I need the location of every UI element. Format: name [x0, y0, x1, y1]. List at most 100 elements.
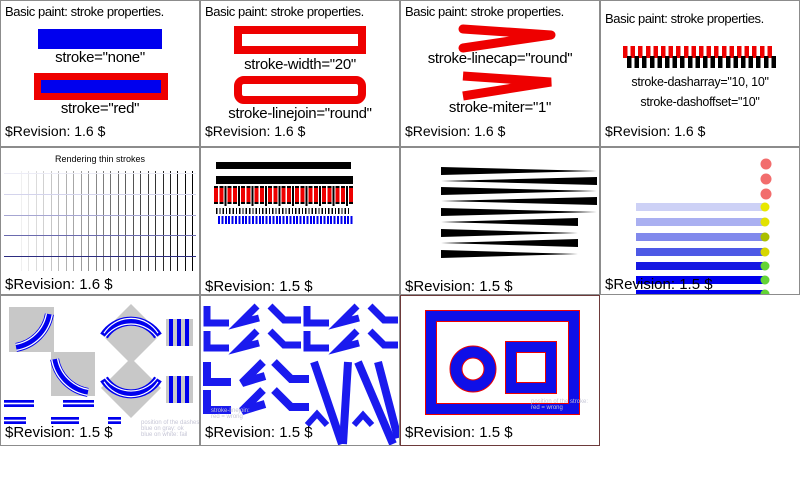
revision-text: $Revision: 1.5 $ — [605, 276, 713, 293]
black-cap-strip-top — [214, 186, 353, 188]
caret-1 — [304, 409, 330, 428]
thin-vertical-line — [95, 171, 97, 271]
test-cell-tapered-wedges: $Revision: 1.5 $ — [400, 147, 600, 295]
revision-text: $Revision: 1.5 $ — [405, 424, 513, 441]
bar-end-dot-7 — [760, 289, 770, 294]
thin-strokes-grid — [1, 148, 199, 294]
caret-2 — [351, 410, 375, 428]
gray-diamond-top — [101, 304, 161, 364]
label-stroke-linecap: stroke-linecap="round" — [427, 50, 573, 67]
dash-position-caption: position of the dashes: blue on gray: ok… — [141, 420, 200, 438]
revision-text: $Revision: 1.6 $ — [5, 276, 113, 293]
revision-text: $Revision: 1.5 $ — [5, 424, 113, 441]
test-cell-dash-strips: $Revision: 1.5 $ — [200, 147, 400, 295]
black-bar-2 — [216, 176, 353, 184]
elbow-L-4 — [303, 331, 329, 352]
thin-horizontal-line — [4, 235, 196, 237]
test-cell-dash-position: position of the dashes: blue on gray: ok… — [0, 295, 200, 446]
thin-vertical-line — [117, 171, 119, 271]
elbow-angle-5 — [239, 359, 267, 387]
label-dashoffset: stroke-dashoffset="10" — [640, 95, 760, 109]
striped-square-bottom — [166, 376, 193, 403]
blue-stroke-circle — [450, 346, 496, 392]
gray-diamond-bottom — [101, 358, 161, 418]
elbow-L-2 — [303, 306, 329, 327]
revision-text: $Revision: 1.5 $ — [405, 278, 513, 295]
thin-horizontal-line — [4, 193, 196, 195]
thin-horizontal-line — [4, 214, 196, 216]
bar-end-dot-5 — [760, 261, 770, 271]
thin-vertical-line — [80, 171, 82, 271]
revision-text: $Revision: 1.6 $ — [405, 123, 506, 139]
thin-vertical-line — [28, 171, 30, 271]
bar-end-dot-1 — [760, 202, 770, 212]
thin-vertical-line — [140, 171, 142, 271]
opacity-bar-7 — [636, 290, 764, 294]
red-ref-square — [505, 341, 557, 394]
opacity-bar-6 — [636, 276, 764, 284]
wedge-6 — [441, 218, 578, 226]
thin-vertical-line — [65, 171, 67, 271]
red-stroke-rect-width20 — [234, 26, 366, 54]
striped-bars — [4, 400, 121, 424]
arc-a-stripe-1 — [15, 313, 48, 346]
elbow-L-1 — [203, 306, 229, 327]
linejoin-graphics — [203, 303, 399, 445]
thin-vertical-line — [147, 171, 149, 271]
revision-text: $Revision: 1.5 $ — [205, 278, 313, 295]
wedge-4 — [441, 197, 597, 205]
thin-vertical-line — [88, 171, 90, 271]
opacity-bars-graphics — [636, 158, 772, 294]
thin-vertical-line — [162, 171, 164, 271]
elbow-angle-4 — [328, 328, 360, 355]
pink-dot-3 — [760, 188, 772, 200]
rainbow-stripe-1 — [103, 317, 159, 334]
thin-vertical-line — [184, 171, 186, 271]
thin-vertical-line — [125, 171, 127, 271]
test-cell-dasharray: Basic paint: stroke properties. stroke-d… — [600, 0, 800, 147]
blue-rect-stroke-red — [34, 73, 168, 100]
pink-dot-1 — [760, 158, 772, 170]
label-stroke-width: stroke-width="20" — [244, 56, 356, 73]
wedge-5 — [441, 208, 597, 216]
red-dash-strip — [214, 188, 353, 204]
elbow-angle-2 — [328, 303, 360, 330]
v-stroke-1a — [310, 360, 346, 445]
elbow-diag-4 — [367, 328, 398, 349]
blue-stroke-square — [506, 342, 556, 393]
label-stroke-miter: stroke-miter="1" — [448, 99, 552, 116]
cell-title: Basic paint: stroke properties. — [5, 4, 164, 19]
thin-vertical-line — [132, 171, 134, 271]
elbow-L-6 — [203, 390, 231, 414]
thin-vertical-line — [35, 171, 37, 271]
wedge-2 — [441, 177, 597, 185]
striped-square-top — [166, 319, 193, 346]
stroke-position-graphics — [425, 310, 580, 415]
black-cap-strip-bottom — [214, 202, 353, 204]
elbow-L-5 — [203, 362, 231, 386]
revision-text: $Revision: 1.6 $ — [5, 123, 106, 139]
elbow-diag-2 — [367, 303, 398, 324]
red-dashed-line — [623, 46, 775, 58]
label-dasharray: stroke-dasharray="10, 10" — [631, 75, 769, 89]
red-stroke-rect-round-join — [234, 76, 366, 104]
opacity-bar-2 — [636, 218, 764, 226]
test-cell-stroke-width-linejoin: Basic paint: stroke properties. stroke-w… — [200, 0, 400, 147]
thin-vertical-line — [110, 171, 112, 271]
pink-dot-2 — [760, 173, 772, 185]
revision-text: $Revision: 1.5 $ — [205, 424, 313, 441]
blue-arc-smile — [100, 376, 162, 399]
smile-stripe-1 — [103, 375, 159, 392]
stroke-position-caption: position of the stroke: red = wrong — [531, 399, 589, 411]
wedge-7 — [441, 229, 578, 237]
wedge-3 — [441, 187, 597, 195]
arc-b-stripe-2 — [51, 359, 88, 396]
elbow-diag-1 — [267, 303, 301, 324]
black-dashed-line-offset — [627, 56, 779, 68]
red-chevron-round-cap — [458, 24, 556, 53]
elbow-angle-1 — [228, 303, 260, 330]
test-cell-stroke-position: position of the stroke: red = wrong $Rev… — [400, 295, 600, 446]
red-chevron-miter1 — [462, 71, 552, 101]
blue-rect-stroke-none — [38, 29, 162, 49]
